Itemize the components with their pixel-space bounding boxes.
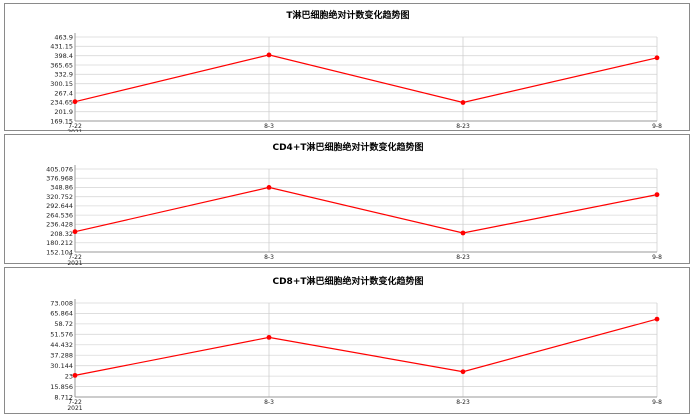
chart-title: CD4+T淋巴细胞绝对计数变化趋势图: [272, 141, 423, 153]
y-tick-label: 398.4: [54, 52, 73, 60]
chart-panel-cd4: CD4+T淋巴细胞绝对计数变化趋势图 152.104 180.212 208.32 23…: [4, 134, 690, 265]
x-tick-label: 8-3: [264, 123, 274, 130]
series-line: [74, 54, 658, 104]
y-tick-label: 348.86: [50, 184, 73, 192]
y-tick-label: 264.536: [46, 211, 73, 219]
y-tick-label: 236.428: [46, 221, 73, 229]
chart-panel-t-cells: T淋巴细胞绝对计数变化趋势图 169.15 201.9 234.65 267.4 300.…: [4, 3, 690, 132]
y-tick-label: 30.144: [50, 362, 73, 370]
x-tick-label: 8-23: [456, 399, 470, 406]
data-point: [266, 334, 272, 340]
chart-svg-cd4: CD4+T淋巴细胞绝对计数变化趋势图 152.104180.212208.3223…: [46, 141, 662, 265]
y-tick-label: 431.15: [50, 43, 73, 51]
x-tick-label: 7-22: [68, 123, 82, 130]
chart-title: T淋巴细胞绝对计数变化趋势图: [286, 9, 409, 21]
y-tick-label: 58.72: [54, 320, 73, 328]
y-tick-label: 201.9: [54, 108, 73, 116]
y-tick-label: 23: [65, 372, 73, 380]
x-tick-label: 9-8: [652, 123, 662, 130]
data-point: [654, 316, 660, 322]
y-tick-label: 376.968: [46, 175, 73, 183]
x-tick-label: 7-22: [68, 254, 82, 261]
series-line: [74, 186, 658, 234]
x-tick-label: 9-8: [652, 399, 662, 406]
data-point: [460, 100, 466, 105]
data-point: [654, 192, 660, 198]
y-tick-label: 15.856: [50, 383, 73, 391]
y-tick-label: 73.008: [50, 299, 73, 307]
y-tick-label: 234.65: [50, 99, 73, 107]
y-tick-label: 37.288: [50, 352, 73, 360]
x-year-label: 2021: [67, 260, 82, 265]
y-tick-label: 65.864: [50, 310, 73, 318]
chart-panel-cd8: CD8+T淋巴细胞绝对计数变化趋势图 8.712 15.856 23 30.144 37.…: [4, 267, 690, 414]
y-tick-label: 44.432: [50, 341, 73, 349]
x-tick-label: 8-3: [264, 399, 274, 406]
x-year-label: 2021: [67, 405, 82, 412]
y-tick-label: 8.712: [54, 393, 73, 401]
x-tick-label: 8-23: [456, 254, 470, 261]
chart-svg-cd8: CD8+T淋巴细胞绝对计数变化趋势图 8.712 15.856 23 30.144 37.…: [50, 275, 662, 412]
x-year-label: 2021: [67, 129, 82, 132]
y-tick-label: 292.644: [46, 202, 73, 210]
y-tick-label: 300.15: [50, 80, 73, 88]
x-tick-label: 8-3: [264, 254, 274, 261]
data-point: [460, 230, 466, 236]
y-tick-label: 320.752: [46, 193, 73, 201]
y-tick-label: 208.32: [50, 230, 73, 238]
y-tick-label: 463.9: [54, 33, 73, 41]
series-line: [74, 318, 658, 376]
data-point: [460, 369, 466, 375]
chart-title: CD8+T淋巴细胞绝对计数变化趋势图: [272, 275, 423, 287]
data-point: [654, 55, 660, 61]
data-point: [72, 99, 78, 105]
y-tick-label: 169.15: [50, 117, 73, 125]
x-tick-label: 7-22: [68, 399, 82, 406]
y-tick-label: 152.104: [46, 248, 73, 256]
y-tick-label: 51.576: [50, 331, 73, 339]
data-point: [266, 184, 272, 190]
y-tick-label: 180.212: [46, 239, 73, 247]
x-tick-label: 9-8: [652, 254, 662, 261]
x-tick-label: 8-23: [456, 123, 470, 130]
y-tick-label: 267.4: [54, 89, 73, 97]
y-tick-label: 405.076: [46, 165, 73, 173]
data-point: [72, 229, 78, 235]
data-point: [266, 52, 272, 58]
data-point: [72, 372, 78, 378]
y-tick-label: 365.65: [50, 61, 73, 69]
y-tick-label: 332.9: [54, 71, 73, 79]
